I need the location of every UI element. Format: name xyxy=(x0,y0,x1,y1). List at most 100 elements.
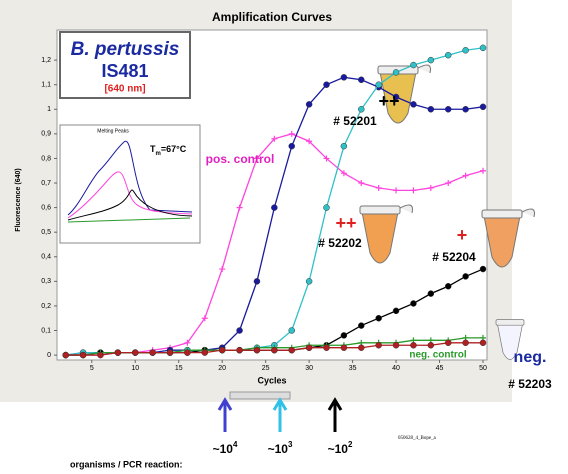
marker xyxy=(445,283,451,289)
marker xyxy=(463,47,469,53)
x-tick-label: 40 xyxy=(392,365,400,372)
marker xyxy=(341,332,347,338)
annotation: # 52203 xyxy=(508,377,552,391)
file-id: 050628_4_Bope_a xyxy=(398,436,437,441)
marker xyxy=(463,340,469,346)
copies-label: ~104 xyxy=(213,440,238,456)
marker xyxy=(445,106,451,112)
copies-base: ~10 xyxy=(268,442,289,456)
x-tick-label: 20 xyxy=(218,365,226,372)
marker xyxy=(306,345,312,351)
marker xyxy=(80,352,86,358)
marker xyxy=(341,143,347,149)
y-tick-label: 0,8 xyxy=(41,155,51,162)
marker xyxy=(376,342,382,348)
marker xyxy=(445,52,451,58)
marker xyxy=(324,82,330,88)
marker xyxy=(410,101,416,107)
marker xyxy=(393,342,399,348)
y-tick-label: 1,1 xyxy=(41,82,51,89)
inset-frame xyxy=(60,125,200,243)
annotation: # 52201 xyxy=(333,114,377,128)
marker xyxy=(358,345,364,351)
x-tick-label: 35 xyxy=(349,365,357,372)
x-axis-label: Cycles xyxy=(257,375,286,385)
marker xyxy=(393,69,399,75)
marker xyxy=(463,106,469,112)
marker xyxy=(480,266,486,272)
marker xyxy=(115,350,121,356)
marker xyxy=(306,278,312,284)
marker xyxy=(324,205,330,211)
marker xyxy=(132,350,138,356)
marker xyxy=(254,278,260,284)
marker xyxy=(428,342,434,348)
annotation: # 52204 xyxy=(432,250,476,264)
marker xyxy=(480,104,486,110)
marker xyxy=(184,350,190,356)
annotation: + xyxy=(457,225,468,245)
x-tick-label: 15 xyxy=(175,365,183,372)
scrollbar xyxy=(230,392,290,399)
y-axis-label: Fluorescence (640) xyxy=(15,168,22,231)
marker xyxy=(358,323,364,329)
marker xyxy=(324,345,330,351)
marker xyxy=(428,106,434,112)
marker xyxy=(410,300,416,306)
y-tick-label: 0,7 xyxy=(41,180,51,187)
marker xyxy=(410,342,416,348)
chart-title: Amplification Curves xyxy=(212,10,332,24)
marker xyxy=(289,328,295,334)
marker xyxy=(63,352,69,358)
marker xyxy=(463,273,469,279)
tm-value: =67°C xyxy=(161,144,187,154)
marker xyxy=(341,74,347,80)
marker xyxy=(289,143,295,149)
marker xyxy=(341,345,347,351)
marker xyxy=(358,106,364,112)
y-tick-label: 0 xyxy=(47,352,51,359)
marker xyxy=(428,57,434,63)
marker xyxy=(445,340,451,346)
y-tick-label: 0,2 xyxy=(41,303,51,310)
marker xyxy=(393,308,399,314)
copies-label: ~102 xyxy=(328,440,353,456)
y-tick-label: 1 xyxy=(47,106,51,113)
organism-name: B. pertussis xyxy=(71,39,180,60)
x-tick-label: 50 xyxy=(479,365,487,372)
marker xyxy=(410,62,416,68)
copies-exp: 4 xyxy=(233,440,238,449)
y-tick-label: 0,5 xyxy=(41,229,51,236)
marker xyxy=(150,350,156,356)
marker xyxy=(271,205,277,211)
marker xyxy=(271,347,277,353)
y-tick-label: 0,4 xyxy=(41,254,51,261)
annotation: neg. xyxy=(514,349,547,366)
marker xyxy=(237,347,243,353)
marker xyxy=(376,315,382,321)
marker xyxy=(219,347,225,353)
annotation-part: pos. control xyxy=(206,152,275,166)
inset-title: Melting Peaks xyxy=(97,128,129,134)
copies-exp: 3 xyxy=(288,440,293,449)
y-tick-label: 0,3 xyxy=(41,278,51,285)
marker xyxy=(97,352,103,358)
x-tick-label: 5 xyxy=(90,365,94,372)
wavelength: [640 nm] xyxy=(104,84,145,95)
arrows xyxy=(219,400,341,432)
marker xyxy=(202,350,208,356)
annotation: neg. control xyxy=(409,350,466,361)
target-name: IS481 xyxy=(101,61,148,81)
footer: organisms / PCR reaction: xyxy=(70,459,183,469)
x-tick-label: 45 xyxy=(436,365,444,372)
marker xyxy=(167,350,173,356)
y-tick-label: 0,6 xyxy=(41,204,51,211)
x-tick-label: 25 xyxy=(262,365,270,372)
marker xyxy=(306,101,312,107)
marker xyxy=(358,77,364,83)
y-tick-label: 1,2 xyxy=(41,57,51,64)
marker xyxy=(254,347,260,353)
info-box: B. pertussis IS481 [640 nm] xyxy=(60,32,190,98)
marker xyxy=(289,347,295,353)
copies-exp: 2 xyxy=(348,440,353,449)
